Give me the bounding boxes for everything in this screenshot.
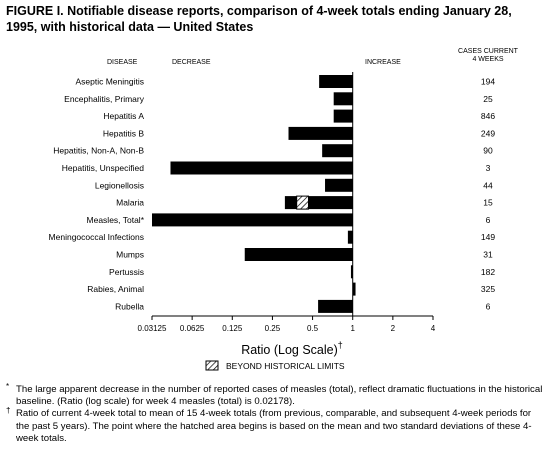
footnote-text: The large apparent decrease in the numbe… (16, 384, 543, 408)
header-cases: CASES CURRENT 4 WEEKS (458, 48, 519, 63)
legend-swatch (205, 360, 219, 371)
bar-rows: Aseptic Meningitis 194 Encephalitis, Prima… (49, 72, 495, 316)
bar (322, 144, 353, 158)
cases-value: 90 (483, 146, 493, 156)
bar-beyond-limits (296, 195, 309, 210)
cases-value: 44 (483, 180, 493, 190)
header-cases-line: CASES CURRENT (458, 48, 519, 55)
bar (333, 92, 353, 106)
bar (244, 248, 353, 261)
bar (350, 265, 353, 279)
category-label: Mumps (116, 250, 144, 260)
category-label: Hepatitis, Non-A, Non-B (53, 146, 144, 156)
category-label: Rubella (115, 301, 144, 311)
bar (325, 178, 353, 192)
category-label: Legionellosis (95, 180, 144, 190)
category-label: Measles, Total* (87, 215, 145, 225)
cases-value: 249 (481, 128, 495, 138)
header-cases-line: 4 WEEKS (472, 56, 503, 63)
footnote-measles: * The large apparent decrease in the numb… (6, 382, 546, 408)
bar (352, 282, 356, 296)
cases-value: 846 (481, 111, 495, 121)
figure-title: FIGURE I. Notifiable disease reports, co… (6, 4, 512, 34)
x-tick-label: 0.25 (265, 324, 281, 333)
footnote-mark: † (6, 406, 11, 416)
x-axis-label-mark: † (338, 340, 343, 350)
footnote-text: Ratio of current 4-week total to mean of… (16, 408, 532, 444)
cases-value: 325 (481, 284, 495, 294)
category-label: Hepatitis B (103, 128, 144, 138)
footnotes: * The large apparent decrease in the numb… (6, 382, 546, 445)
cases-value: 6 (486, 301, 491, 311)
cases-value: 194 (481, 77, 495, 87)
cases-value: 15 (483, 198, 493, 208)
x-axis-label-text: Ratio (Log Scale) (241, 343, 338, 357)
category-label: Encephalitis, Primary (64, 94, 145, 104)
bar (333, 109, 353, 123)
cases-value: 6 (486, 215, 491, 225)
category-label: Aseptic Meningitis (75, 77, 144, 87)
bar (170, 161, 353, 175)
category-label: Pertussis (109, 267, 144, 277)
bar (318, 299, 353, 313)
cases-value: 25 (483, 94, 493, 104)
cases-value: 182 (481, 267, 495, 277)
category-label: Hepatitis, Unspecified (62, 163, 144, 173)
chart: DISEASE DECREASE INCREASE CASES CURRENT 4… (49, 48, 519, 371)
legend-label: BEYOND HISTORICAL LIMITS (226, 361, 345, 371)
x-tick-label: 2 (391, 324, 396, 333)
bar (347, 230, 353, 244)
x-axis-ticks: 0.03125 0.0625 0.125 0.25 0.5 1 2 4 (138, 316, 436, 333)
x-tick-label: 1 (350, 324, 355, 333)
cases-value: 3 (486, 163, 491, 173)
x-tick-label: 0.5 (307, 324, 319, 333)
header-decrease: DECREASE (172, 59, 211, 66)
x-tick-label: 0.125 (222, 324, 243, 333)
category-label: Hepatitis A (103, 111, 144, 121)
bar (152, 213, 353, 227)
header-disease: DISEASE (107, 59, 138, 66)
category-label: Meningococcal Infections (49, 232, 144, 242)
footnote-ratio: † Ratio of current 4-week total to mean o… (6, 406, 546, 445)
header-increase: INCREASE (365, 59, 401, 66)
bar (288, 126, 353, 140)
category-label: Rabies, Animal (87, 284, 144, 294)
cases-value: 149 (481, 232, 495, 242)
x-tick-label: 0.0625 (180, 324, 205, 333)
x-tick-label: 4 (431, 324, 436, 333)
cases-value: 31 (483, 250, 493, 260)
x-tick-label: 0.03125 (138, 324, 167, 333)
footnote-mark: * (6, 382, 10, 391)
category-label: Malaria (116, 198, 144, 208)
bar (284, 196, 353, 210)
bar (319, 75, 353, 88)
x-axis-label: Ratio (Log Scale)† (241, 340, 343, 357)
